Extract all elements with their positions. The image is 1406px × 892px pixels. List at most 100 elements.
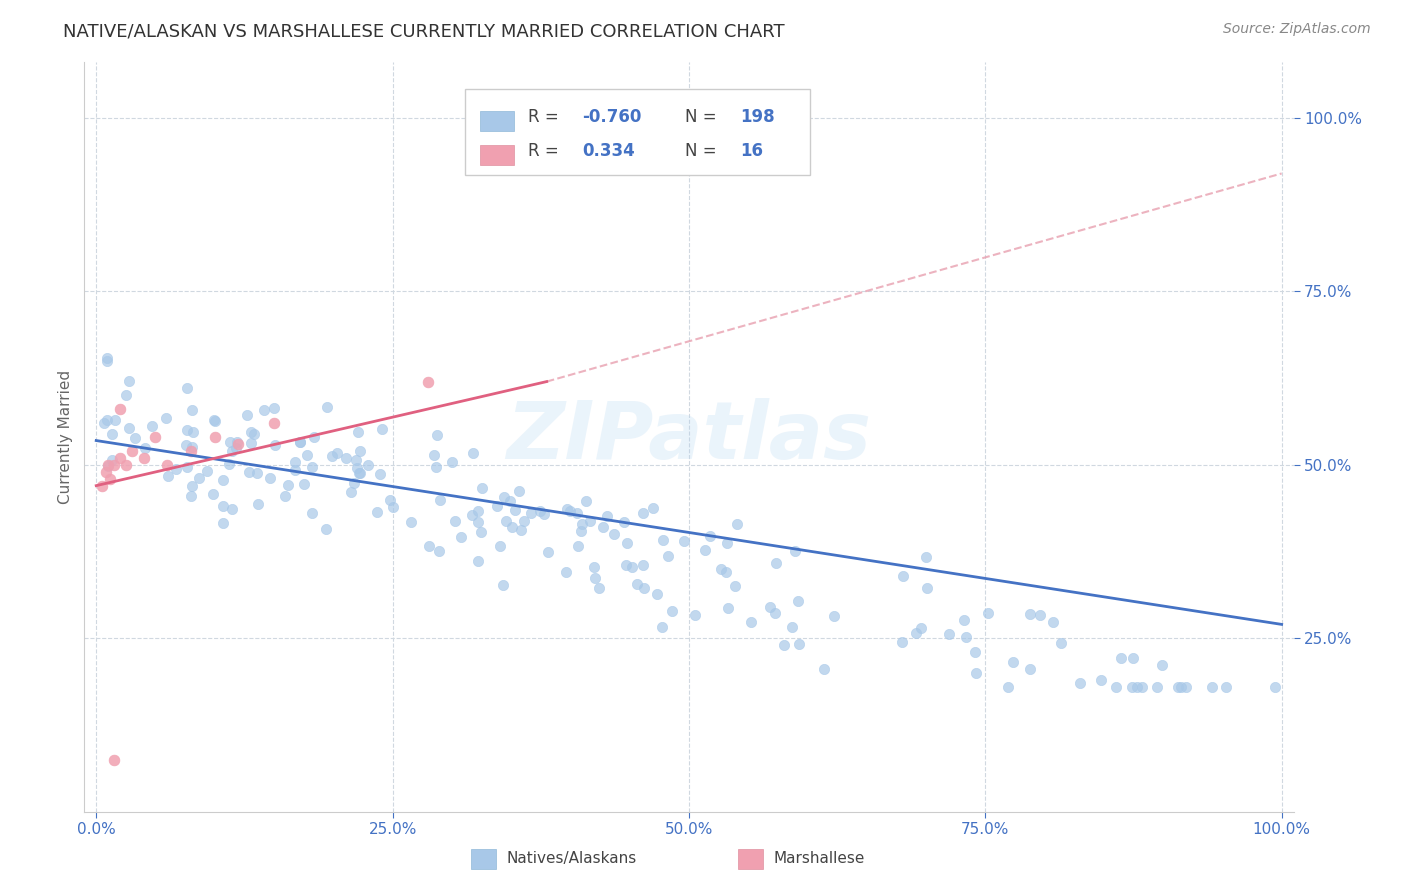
Point: [103, 458, 125, 472]
Point: [714, 565, 737, 579]
Point: [645, 586, 668, 600]
Point: [228, 437, 250, 451]
Point: [558, 504, 581, 518]
Point: [787, 594, 810, 608]
Point: [115, 458, 138, 472]
Point: [401, 516, 423, 530]
Point: [246, 466, 269, 480]
Point: [450, 530, 472, 544]
Point: [613, 516, 636, 530]
Point: [699, 529, 721, 543]
Point: [661, 604, 683, 618]
Point: [96, 351, 118, 366]
Point: [288, 434, 311, 449]
Point: [121, 444, 143, 458]
Point: [180, 440, 202, 454]
Point: [1126, 680, 1149, 694]
Point: [295, 448, 318, 462]
Point: [176, 438, 198, 452]
Point: [381, 500, 404, 514]
Point: [104, 413, 127, 427]
Point: [537, 545, 560, 559]
Point: [425, 460, 447, 475]
Point: [378, 493, 401, 508]
FancyBboxPatch shape: [465, 88, 810, 175]
Point: [141, 418, 163, 433]
Point: [1121, 680, 1143, 694]
Point: [631, 506, 654, 520]
Point: [145, 430, 167, 444]
Point: [1042, 615, 1064, 629]
Text: -0.760: -0.760: [582, 108, 643, 126]
Point: [603, 527, 626, 541]
Point: [238, 466, 260, 480]
Point: [1167, 680, 1189, 694]
Point: [427, 544, 450, 558]
Point: [429, 493, 451, 508]
Point: [180, 489, 202, 503]
Point: [626, 577, 648, 591]
Point: [93, 416, 115, 430]
Point: [1019, 662, 1042, 676]
Point: [96, 413, 118, 427]
Point: [503, 503, 526, 517]
Point: [423, 448, 446, 462]
Point: [486, 499, 509, 513]
Point: [567, 539, 589, 553]
Point: [339, 484, 361, 499]
Point: [533, 508, 555, 522]
Point: [765, 557, 787, 571]
Point: [1069, 676, 1091, 690]
Text: Marshallese: Marshallese: [773, 851, 865, 865]
Point: [467, 504, 489, 518]
Point: [181, 425, 204, 439]
Point: [1170, 680, 1192, 694]
Point: [582, 560, 605, 574]
Point: [495, 514, 517, 528]
Point: [418, 375, 440, 389]
Point: [938, 627, 960, 641]
Point: [965, 665, 987, 680]
Point: [499, 493, 522, 508]
Point: [555, 501, 578, 516]
FancyBboxPatch shape: [479, 145, 513, 165]
Point: [108, 402, 131, 417]
Point: [461, 445, 484, 459]
Point: [118, 374, 141, 388]
Point: [683, 608, 706, 623]
Point: [344, 453, 367, 467]
FancyBboxPatch shape: [479, 112, 513, 131]
Point: [263, 401, 285, 415]
Point: [204, 430, 226, 444]
Point: [292, 476, 315, 491]
Point: [134, 442, 156, 456]
Point: [567, 506, 589, 520]
Point: [226, 434, 249, 449]
Point: [759, 599, 782, 614]
Point: [641, 501, 664, 516]
Point: [1109, 651, 1132, 665]
Point: [575, 493, 598, 508]
Point: [1150, 658, 1173, 673]
Point: [789, 637, 811, 651]
Point: [165, 462, 187, 476]
Point: [263, 416, 285, 430]
Point: [326, 446, 349, 460]
Point: [335, 451, 357, 466]
Text: N =: N =: [685, 142, 727, 160]
Point: [118, 420, 141, 434]
Point: [554, 565, 576, 579]
Point: [180, 444, 202, 458]
Point: [501, 519, 523, 533]
Point: [176, 381, 198, 395]
Point: [347, 467, 370, 481]
Point: [202, 487, 225, 501]
Point: [1122, 651, 1144, 665]
Point: [596, 508, 619, 523]
Point: [188, 471, 211, 485]
Point: [302, 430, 325, 444]
Point: [253, 403, 276, 417]
Point: [263, 438, 285, 452]
Text: R =: R =: [529, 108, 564, 126]
Point: [488, 539, 510, 553]
